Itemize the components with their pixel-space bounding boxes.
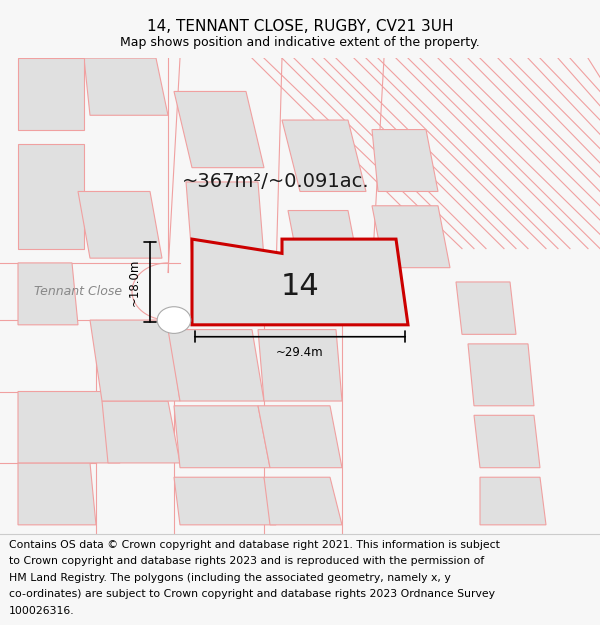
Text: 14: 14 [281,272,319,301]
Polygon shape [456,282,516,334]
Text: ~18.0m: ~18.0m [128,258,141,306]
Polygon shape [78,191,162,258]
Polygon shape [468,344,534,406]
Text: ~367m²/~0.091ac.: ~367m²/~0.091ac. [182,173,370,191]
Polygon shape [288,211,360,272]
Text: ~29.4m: ~29.4m [276,346,324,359]
Polygon shape [18,144,84,249]
Polygon shape [372,129,438,191]
Text: Contains OS data © Crown copyright and database right 2021. This information is : Contains OS data © Crown copyright and d… [9,540,500,550]
Polygon shape [258,329,342,401]
Polygon shape [474,415,540,468]
Polygon shape [186,182,264,258]
Polygon shape [84,58,168,115]
Polygon shape [18,463,96,525]
Text: Map shows position and indicative extent of the property.: Map shows position and indicative extent… [120,36,480,49]
Polygon shape [102,401,180,463]
Polygon shape [174,406,270,468]
Text: 14, TENNANT CLOSE, RUGBY, CV21 3UH: 14, TENNANT CLOSE, RUGBY, CV21 3UH [147,19,453,34]
Polygon shape [174,478,276,525]
Text: 100026316.: 100026316. [9,606,74,616]
Polygon shape [174,91,264,168]
Polygon shape [282,120,366,191]
Text: Tennant Close: Tennant Close [34,285,122,298]
Polygon shape [372,206,450,268]
Polygon shape [480,478,546,525]
Polygon shape [258,406,342,468]
Polygon shape [18,391,120,463]
Text: HM Land Registry. The polygons (including the associated geometry, namely x, y: HM Land Registry. The polygons (includin… [9,573,451,583]
Polygon shape [168,329,264,401]
Text: co-ordinates) are subject to Crown copyright and database rights 2023 Ordnance S: co-ordinates) are subject to Crown copyr… [9,589,495,599]
Polygon shape [90,320,180,401]
Circle shape [157,307,191,333]
Polygon shape [18,58,84,129]
Polygon shape [264,478,342,525]
Polygon shape [18,263,78,325]
Text: to Crown copyright and database rights 2023 and is reproduced with the permissio: to Crown copyright and database rights 2… [9,556,484,566]
Polygon shape [192,239,408,325]
